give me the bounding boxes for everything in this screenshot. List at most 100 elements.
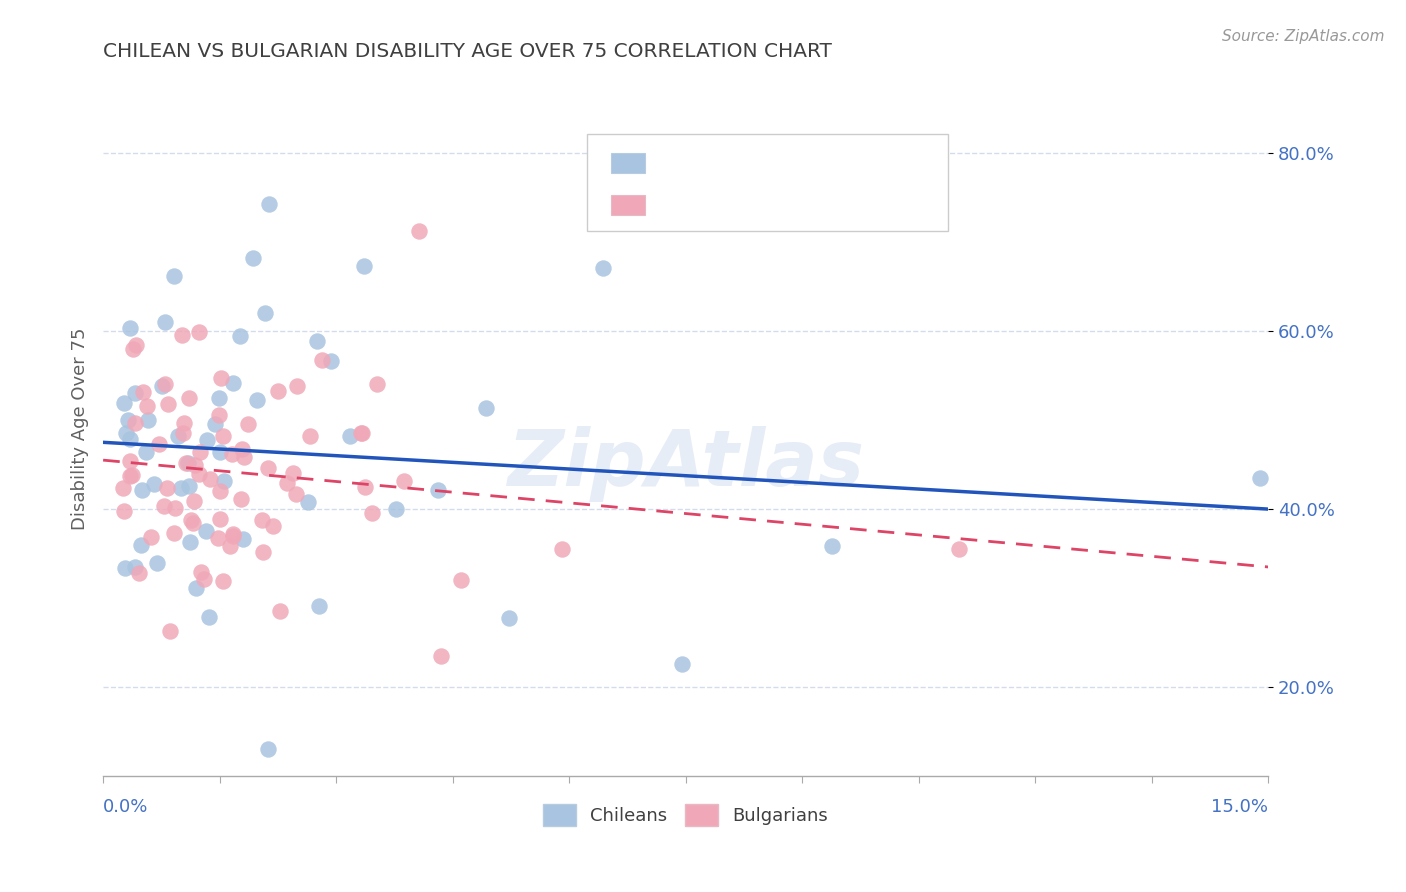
Point xyxy=(352,425,374,440)
Point xyxy=(298,429,321,443)
Point xyxy=(222,527,245,541)
Point xyxy=(366,376,388,391)
Point xyxy=(305,334,328,349)
Point xyxy=(143,477,166,491)
Point xyxy=(211,429,233,443)
Point xyxy=(218,539,240,553)
Text: 0.0%: 0.0% xyxy=(103,798,149,816)
Point xyxy=(232,450,254,465)
Point xyxy=(117,413,139,427)
Point xyxy=(188,325,211,339)
Point xyxy=(267,384,290,398)
Text: ZipAtlas: ZipAtlas xyxy=(508,425,865,501)
Point xyxy=(132,385,155,400)
Point xyxy=(179,479,201,493)
Point xyxy=(183,494,205,508)
Point xyxy=(136,399,159,413)
Point xyxy=(118,321,141,335)
Text: 15.0%: 15.0% xyxy=(1211,798,1268,816)
Point xyxy=(221,447,243,461)
Point xyxy=(195,433,218,447)
Text: R = -0.145: R = -0.145 xyxy=(657,195,762,214)
Point xyxy=(136,413,159,427)
Text: R = -0.144: R = -0.144 xyxy=(657,153,762,172)
Point xyxy=(124,385,146,400)
Point xyxy=(254,306,277,320)
Point xyxy=(188,444,211,458)
FancyBboxPatch shape xyxy=(586,134,948,231)
Point xyxy=(671,657,693,671)
Point xyxy=(246,393,269,408)
Point xyxy=(498,610,520,624)
Point xyxy=(118,468,141,483)
Point xyxy=(229,329,252,343)
Point xyxy=(129,538,152,552)
Point xyxy=(135,445,157,459)
Point xyxy=(208,512,231,526)
Point xyxy=(281,466,304,480)
Text: CHILEAN VS BULGARIAN DISABILITY AGE OVER 75 CORRELATION CHART: CHILEAN VS BULGARIAN DISABILITY AGE OVER… xyxy=(103,42,832,61)
Point xyxy=(124,559,146,574)
Point xyxy=(354,480,377,494)
Point xyxy=(250,513,273,527)
FancyBboxPatch shape xyxy=(612,195,645,215)
Text: Source: ZipAtlas.com: Source: ZipAtlas.com xyxy=(1222,29,1385,44)
Point xyxy=(121,468,143,483)
Point xyxy=(188,467,211,482)
Text: N = 73: N = 73 xyxy=(808,195,876,214)
Point xyxy=(385,502,408,516)
Point xyxy=(256,460,278,475)
Point xyxy=(114,560,136,574)
Point xyxy=(172,426,194,441)
Point xyxy=(430,649,453,664)
Point xyxy=(122,342,145,356)
Point xyxy=(263,519,285,533)
Point xyxy=(156,397,179,411)
Point xyxy=(200,472,222,486)
Point xyxy=(118,454,141,468)
Point xyxy=(194,524,217,538)
Point xyxy=(474,401,496,416)
Point xyxy=(124,416,146,430)
Point xyxy=(252,545,274,559)
Legend: Chileans, Bulgarians: Chileans, Bulgarians xyxy=(536,797,835,833)
Point xyxy=(207,531,229,545)
Point xyxy=(392,474,415,488)
Point xyxy=(311,353,333,368)
Point xyxy=(257,742,280,756)
Point xyxy=(198,610,221,624)
Point xyxy=(269,604,291,618)
Point xyxy=(222,529,245,543)
Point xyxy=(236,417,259,431)
Point xyxy=(276,475,298,490)
Point xyxy=(211,371,233,385)
Point xyxy=(231,442,253,456)
Point xyxy=(148,436,170,450)
Point xyxy=(208,408,231,422)
Point xyxy=(450,573,472,587)
Point xyxy=(193,572,215,586)
Point xyxy=(125,337,148,351)
Point xyxy=(112,396,135,410)
Point xyxy=(176,456,198,470)
Y-axis label: Disability Age Over 75: Disability Age Over 75 xyxy=(72,327,89,530)
Point xyxy=(170,481,193,495)
Point xyxy=(285,487,308,501)
Point xyxy=(163,501,186,516)
Point xyxy=(139,530,162,544)
Point xyxy=(212,574,235,588)
Point xyxy=(180,513,202,527)
Point xyxy=(208,391,231,405)
Point xyxy=(257,197,280,211)
Point xyxy=(128,566,150,580)
Point xyxy=(427,483,450,497)
Point xyxy=(321,353,343,368)
Text: N = 52: N = 52 xyxy=(808,153,876,172)
Point xyxy=(551,542,574,557)
Point xyxy=(153,376,176,391)
Point xyxy=(163,526,186,541)
Point xyxy=(111,481,134,495)
Point xyxy=(297,494,319,508)
Point xyxy=(339,429,361,443)
Point xyxy=(821,539,844,553)
